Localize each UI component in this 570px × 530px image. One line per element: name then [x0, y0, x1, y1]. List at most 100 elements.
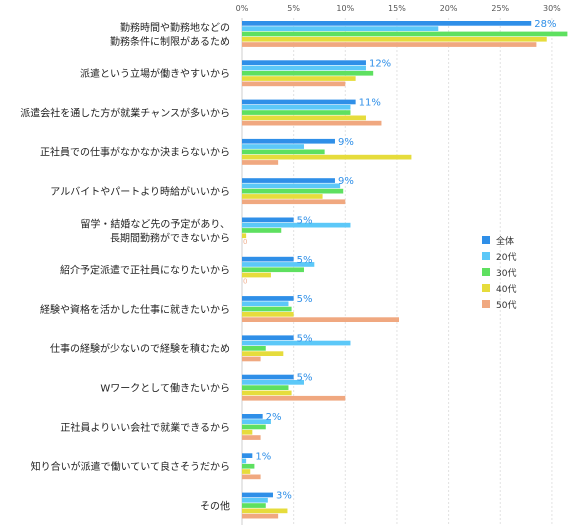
bar-全体 [242, 217, 294, 223]
bar-50代 [242, 160, 279, 165]
category-label-line: 正社員での仕事がなかなか決まらないから [40, 146, 230, 159]
data-label: 5% [297, 216, 313, 227]
legend-label: 30代 [496, 268, 516, 279]
bar-30代 [242, 385, 289, 390]
bar-40代 [242, 36, 547, 42]
category-label-line: 派遣という立場が働きやすいから [80, 67, 230, 80]
bar-30代 [242, 463, 255, 469]
bar-30代 [242, 110, 351, 115]
bar-30代 [242, 188, 344, 194]
bar-50代 [242, 81, 346, 87]
legend-label: 全体 [496, 235, 514, 247]
bar-全体 [242, 414, 263, 419]
bar-40代 [242, 115, 366, 121]
bar-20代 [242, 144, 304, 149]
bar-20代 [242, 301, 289, 307]
x-axis-ticks: 0% 5% 10% 15% 20% 25% 30% [236, 4, 562, 13]
legend: 全体 20代 30代 40代 50代 [482, 235, 516, 311]
data-label: 11% [359, 98, 381, 109]
category-label-line: アルバイトやパートより時給がいいから [50, 185, 230, 198]
bar-全体 [242, 178, 335, 183]
data-label: 9% [338, 176, 354, 187]
category-label: アルバイトやパートより時給がいいから [50, 185, 230, 198]
legend-swatch [482, 252, 490, 260]
zero-label: 0 [243, 277, 247, 285]
legend-swatch [482, 236, 490, 244]
bar-全体 [242, 492, 273, 498]
bar-30代 [242, 424, 266, 430]
category-label: 正社員よりいい会社で就業できるから [60, 421, 230, 434]
category-label-line: Wワークとして働きたいから [100, 381, 230, 394]
data-label: 5% [297, 255, 313, 266]
legend-label: 20代 [496, 252, 516, 263]
bar-40代 [242, 233, 247, 239]
bar-50代 [242, 474, 261, 480]
legend-label: 50代 [496, 300, 516, 311]
bar-40代 [242, 312, 294, 317]
category-label: 派遣という立場が働きやすいから [80, 67, 230, 80]
bar-30代 [242, 346, 266, 351]
bar-50代 [242, 120, 382, 126]
category-label-line: その他 [200, 499, 230, 512]
category-label: Wワークとして働きたいから [100, 381, 230, 394]
category-label-line: 長期間勤務ができないから [110, 231, 230, 244]
bar-全体 [242, 374, 294, 380]
bar-全体 [242, 256, 294, 262]
tick-label: 10% [336, 4, 354, 13]
data-label: 2% [266, 412, 282, 423]
data-label: 1% [255, 451, 271, 462]
bar-30代 [242, 228, 282, 233]
category-label-line: 留学・結婚など先の予定があり、 [80, 217, 230, 230]
bar-40代 [242, 390, 292, 396]
bar-40代 [242, 76, 356, 81]
bar-全体 [242, 335, 294, 341]
data-label: 5% [297, 294, 313, 305]
bar-全体 [242, 296, 294, 301]
bar-50代 [242, 513, 279, 519]
bar-40代 [242, 194, 323, 199]
data-labels: 28% 12% 11% 9% 9% 0 5% 0 5% 5% 5% 5% 2% 1% 3% [243, 19, 556, 502]
bar-20代 [242, 340, 351, 346]
bar-30代 [242, 149, 325, 155]
category-label: 勤務時間や勤務地などの勤務条件に制限があるため [110, 21, 230, 48]
data-label: 12% [369, 58, 391, 69]
category-label: 留学・結婚など先の予定があり、長期間勤務ができないから [80, 217, 230, 244]
bar-40代 [242, 469, 251, 474]
data-label: 9% [338, 137, 354, 148]
bar-30代 [242, 306, 292, 312]
bar-20代 [242, 65, 366, 71]
category-label-line: 紹介予定派遣で正社員になりたいから [60, 264, 230, 277]
bar-40代 [242, 154, 412, 160]
bar-40代 [242, 429, 253, 435]
bar-20代 [242, 458, 247, 464]
category-label-line: 仕事の経験が少ないので経験を積むため [50, 342, 230, 355]
data-label: 3% [276, 491, 292, 502]
category-label: 仕事の経験が少ないので経験を積むため [50, 342, 230, 355]
bar-30代 [242, 503, 266, 508]
zero-label: 0 [243, 238, 247, 246]
category-label-line: 経験や資格を活かした仕事に就きたいから [40, 303, 230, 316]
category-label: 知り合いが派遣で働いていて良さそうだから [31, 460, 230, 473]
tick-label: 20% [440, 4, 458, 13]
category-label: その他 [200, 499, 230, 512]
bar-全体 [242, 453, 253, 458]
bar-20代 [242, 222, 351, 228]
bar-20代 [242, 380, 304, 385]
category-label-line: 知り合いが派遣で働いていて良さそうだから [31, 460, 230, 473]
category-label: 経験や資格を活かした仕事に就きたいから [40, 303, 230, 316]
tick-label: 25% [491, 4, 509, 13]
bar-30代 [242, 70, 374, 76]
bar-全体 [242, 99, 356, 105]
bar-20代 [242, 262, 315, 267]
bar-40代 [242, 351, 284, 356]
category-label-line: 勤務条件に制限があるため [110, 35, 230, 48]
bar-50代 [242, 42, 537, 47]
bar-全体 [242, 138, 335, 144]
category-label: 派遣会社を通した方が就業チャンスが多いから [20, 106, 230, 119]
tick-label: 30% [543, 4, 561, 13]
bar-全体 [242, 60, 366, 65]
tick-label: 15% [388, 4, 406, 13]
legend-swatch [482, 300, 490, 308]
data-label: 5% [297, 373, 313, 384]
